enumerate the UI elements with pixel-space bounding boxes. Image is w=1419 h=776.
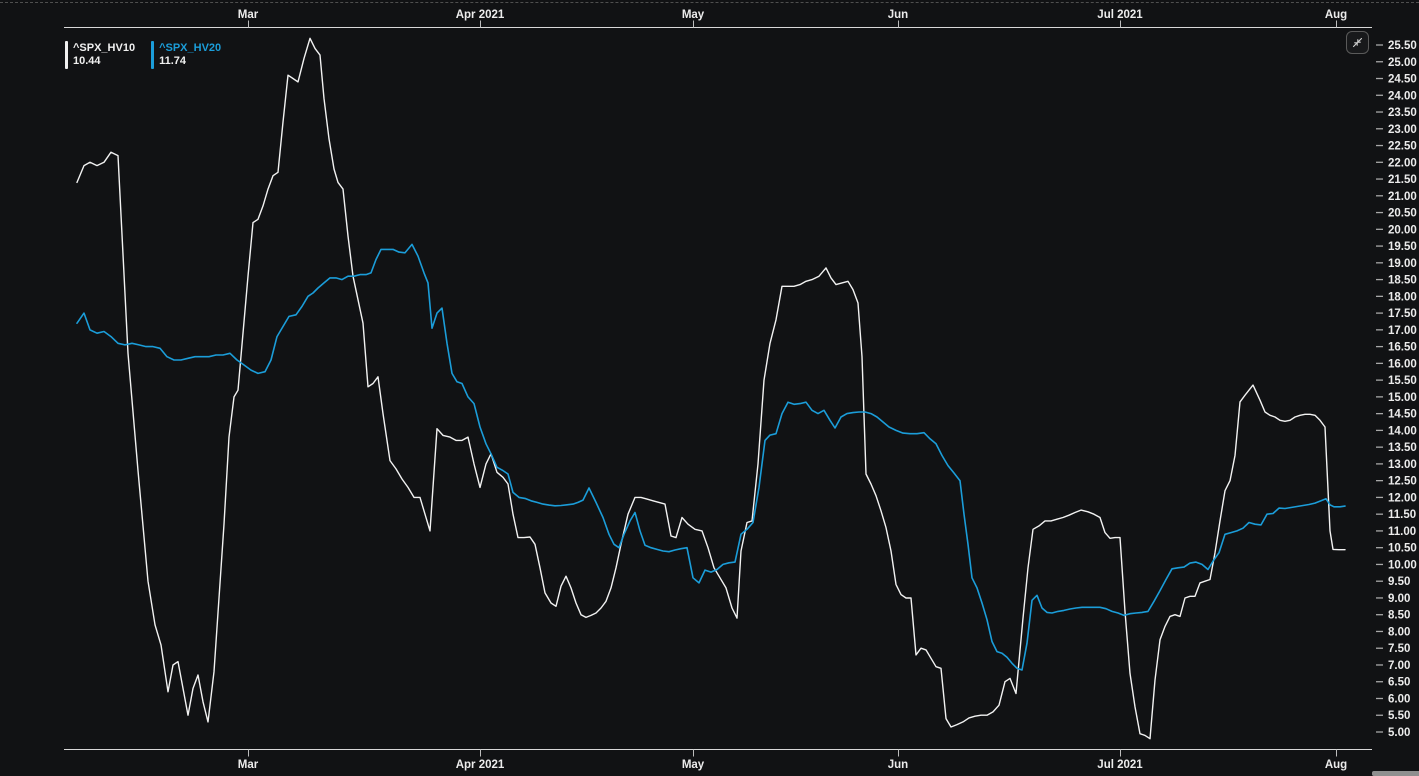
y-axis-label: 5.50 <box>1388 710 1410 722</box>
y-axis-label: 15.50 <box>1388 375 1417 387</box>
y-axis-label: 13.00 <box>1388 459 1417 471</box>
x-axis-label-bottom: Mar <box>238 759 259 771</box>
x-axis-label-bottom: Jul 2021 <box>1097 759 1143 771</box>
hv20-last-value: 11.74 <box>159 55 186 67</box>
x-axis-label-top: May <box>682 9 705 21</box>
hv20-line[interactable] <box>76 243 1346 671</box>
top-dashed-divider <box>0 2 1419 3</box>
y-axis-label: 9.50 <box>1388 576 1410 588</box>
y-axis-label: 24.50 <box>1388 74 1417 86</box>
y-axis-label: 6.50 <box>1388 677 1410 689</box>
y-axis-label: 17.50 <box>1388 308 1417 320</box>
y-axis-label: 20.50 <box>1388 208 1417 220</box>
y-axis-label: 11.00 <box>1388 526 1416 538</box>
y-axis-label: 22.50 <box>1388 141 1417 153</box>
y-axis-label: 8.00 <box>1388 626 1410 638</box>
x-axis-label-bottom: Jun <box>888 759 908 771</box>
hv10-color-bar <box>65 41 68 69</box>
y-axis-label: 9.00 <box>1388 593 1410 605</box>
hv20-color-bar <box>151 41 155 69</box>
x-axis-label-top: Mar <box>238 9 259 21</box>
y-axis-label: 25.50 <box>1388 40 1417 52</box>
y-axis-label: 10.00 <box>1388 559 1417 571</box>
y-axis-label: 13.50 <box>1388 442 1417 454</box>
y-axis-label: 24.00 <box>1388 90 1417 102</box>
y-axis-label: 16.00 <box>1388 358 1417 370</box>
y-axis-label: 16.50 <box>1388 342 1417 354</box>
hv20-symbol-label: ^SPX_HV20 <box>159 42 222 54</box>
x-axis-label-top: Jul 2021 <box>1097 9 1143 21</box>
legend-item-hv10[interactable]: ^SPX_HV10 10.44 <box>65 41 135 69</box>
y-axis-label: 14.00 <box>1388 425 1417 437</box>
horizontal-scrollbar[interactable] <box>1372 771 1419 776</box>
x-axis-label-bottom: Aug <box>1325 759 1347 771</box>
x-axis-label-top: Aug <box>1325 9 1347 21</box>
y-axis-label: 7.50 <box>1388 643 1410 655</box>
hv10-last-value: 10.44 <box>73 55 101 67</box>
y-axis-label: 14.50 <box>1388 409 1417 421</box>
y-axis-label: 11.50 <box>1388 509 1416 521</box>
legend-item-hv20[interactable]: ^SPX_HV20 11.74 <box>151 41 221 69</box>
y-axis-label: 20.00 <box>1388 224 1417 236</box>
y-axis-label: 12.50 <box>1388 476 1417 488</box>
legend: ^SPX_HV10 10.44 ^SPX_HV20 11.74 <box>65 41 237 69</box>
y-axis-label: 6.00 <box>1388 693 1410 705</box>
x-axis-label-bottom: Apr 2021 <box>456 759 505 771</box>
y-axis-label: 22.00 <box>1388 157 1417 169</box>
y-axis-label: 23.50 <box>1388 107 1417 119</box>
y-axis-label: 19.00 <box>1388 258 1417 270</box>
y-axis-label: 19.50 <box>1388 241 1417 253</box>
restore-chart-button[interactable] <box>1346 31 1369 54</box>
y-axis-label: 7.00 <box>1388 660 1410 672</box>
y-axis-label: 25.00 <box>1388 57 1417 69</box>
y-axis-label: 23.00 <box>1388 124 1417 136</box>
y-axis-label: 18.50 <box>1388 275 1417 287</box>
y-axis-label: 21.00 <box>1388 191 1417 203</box>
y-axis-label: 21.50 <box>1388 174 1417 186</box>
y-axis-label: 12.00 <box>1388 492 1417 504</box>
y-axis-label: 5.00 <box>1388 727 1410 739</box>
y-axis-label: 17.00 <box>1388 325 1417 337</box>
y-axis-label: 15.00 <box>1388 392 1417 404</box>
y-axis-label: 18.00 <box>1388 291 1417 303</box>
x-axis-label-top: Jun <box>888 9 908 21</box>
collapse-arrows-icon <box>1352 37 1363 48</box>
x-axis-label-bottom: May <box>682 759 705 771</box>
y-axis-label: 10.50 <box>1388 543 1417 555</box>
hv10-symbol-label: ^SPX_HV10 <box>73 42 136 54</box>
x-axis-label-top: Apr 2021 <box>456 9 505 21</box>
hv10-line[interactable] <box>76 37 1346 740</box>
y-axis-label: 8.50 <box>1388 610 1410 622</box>
